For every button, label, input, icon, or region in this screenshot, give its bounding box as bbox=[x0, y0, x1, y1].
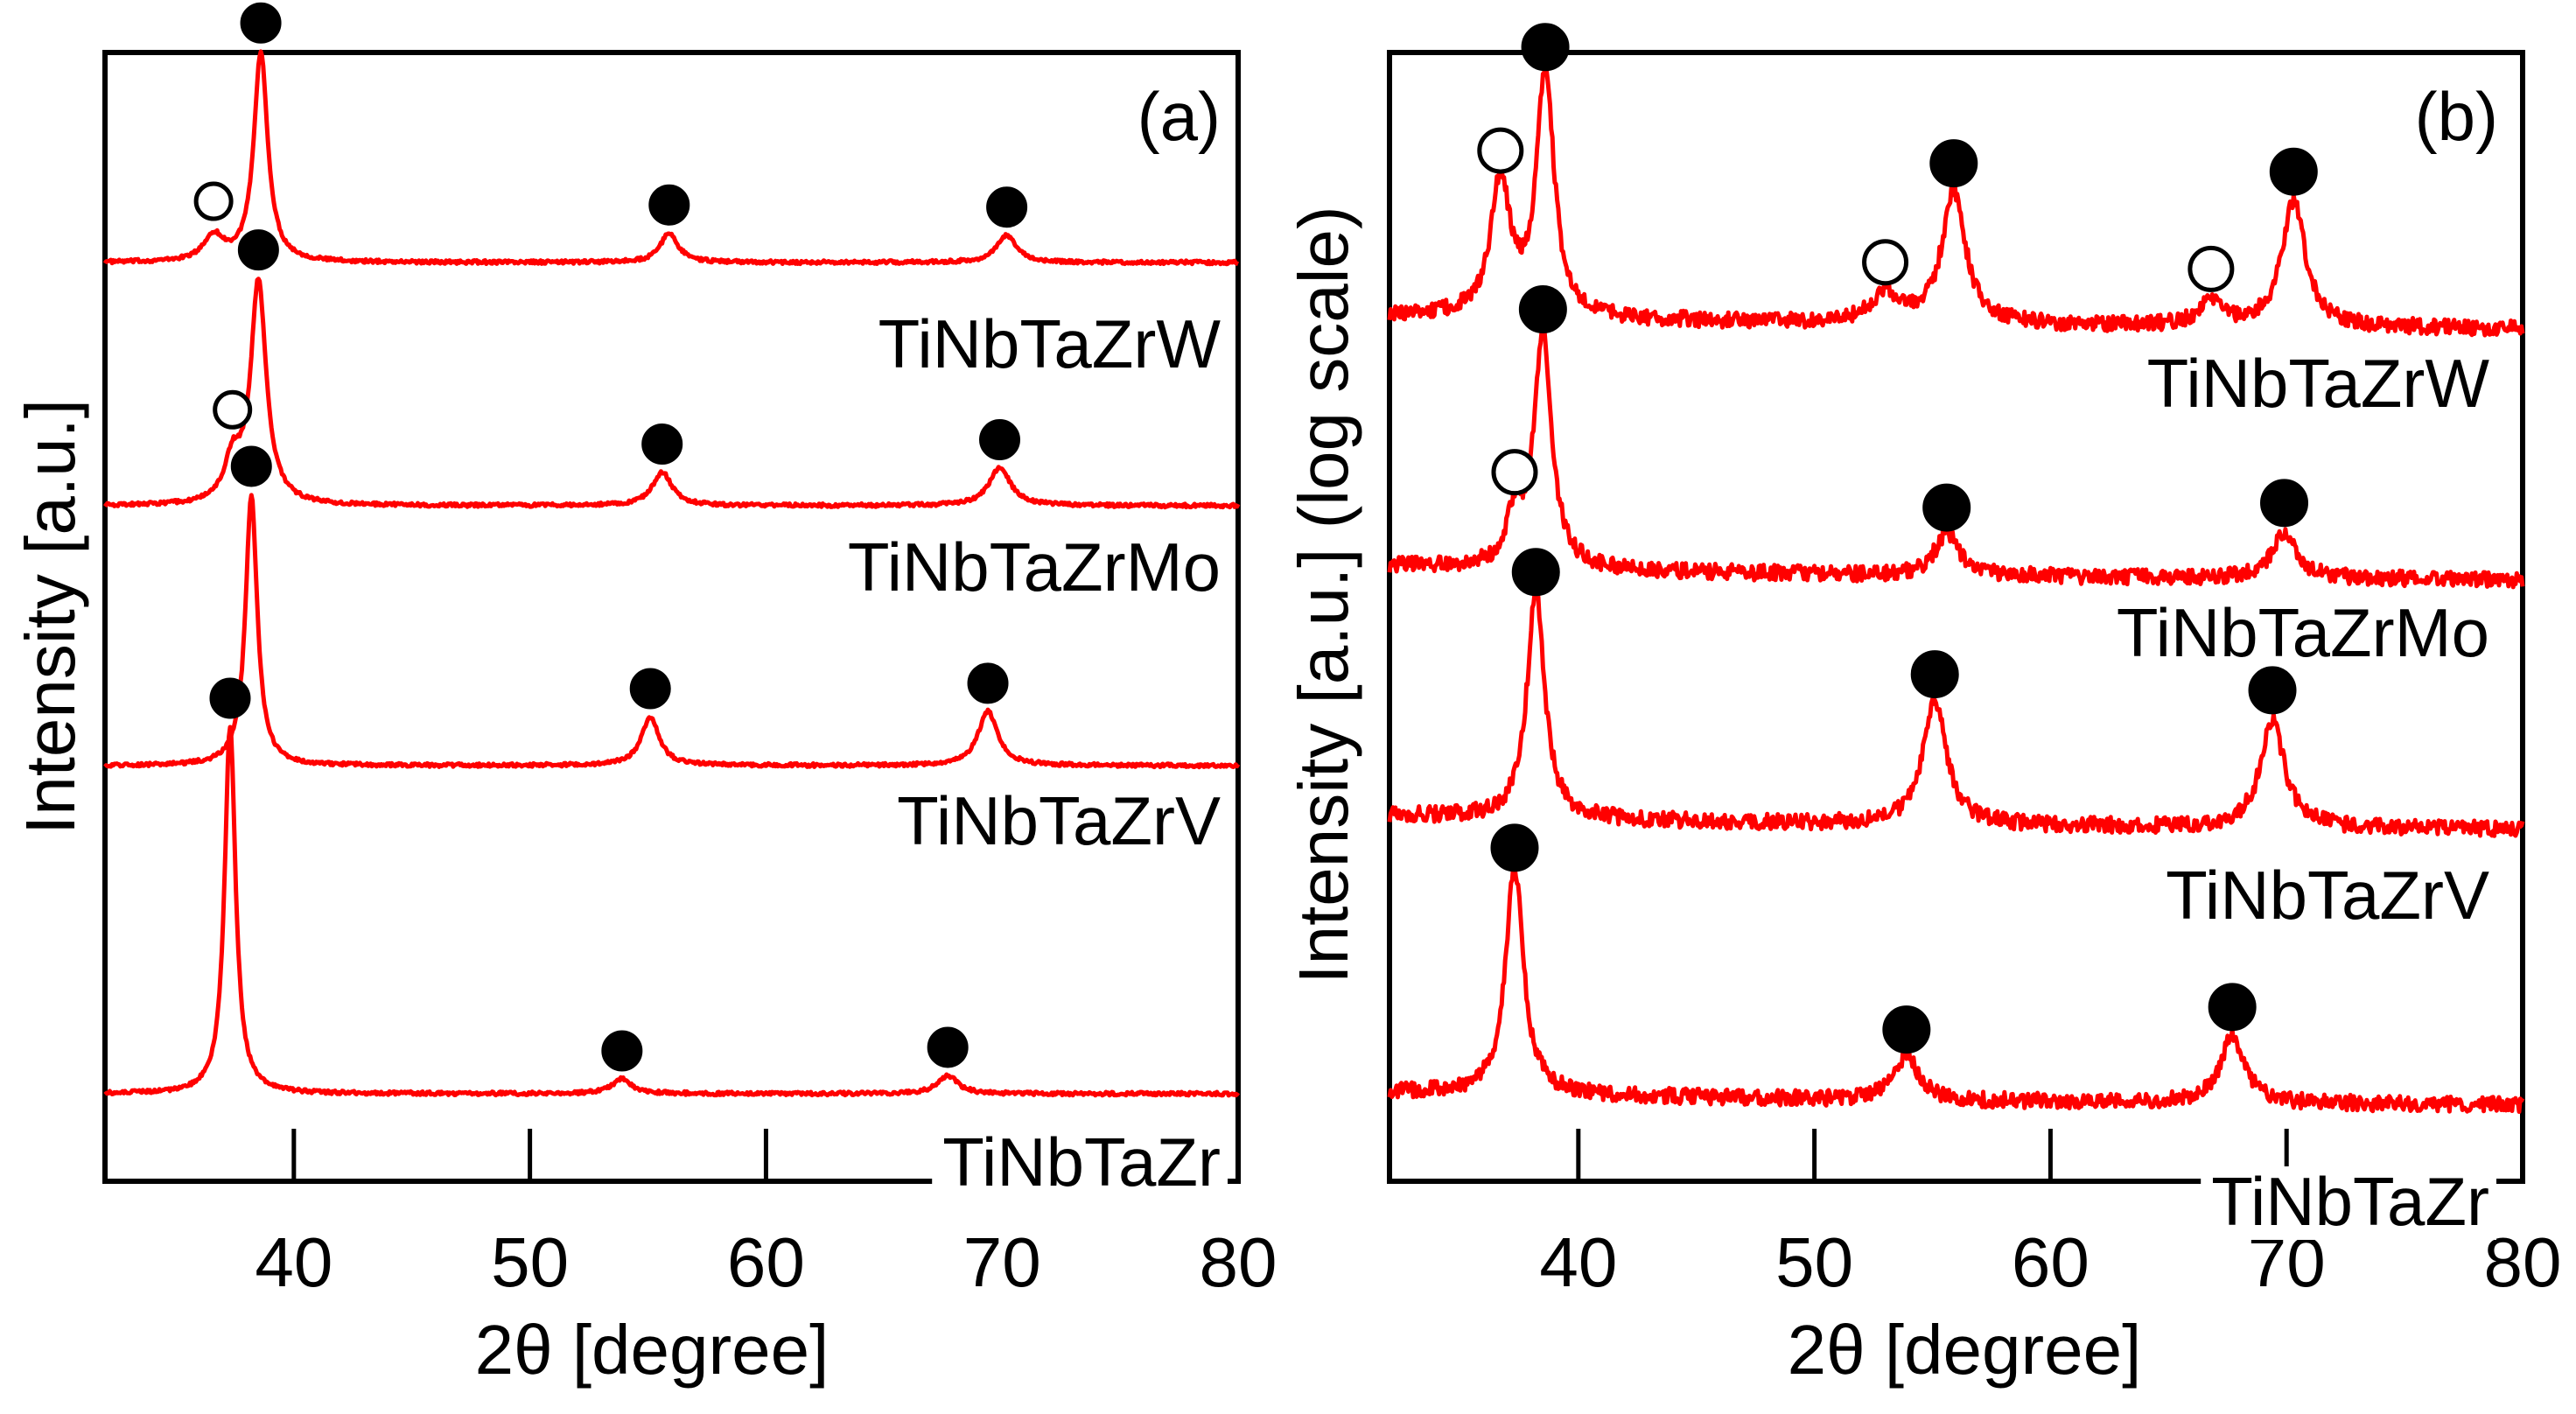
filled-peak-marker bbox=[1922, 483, 1971, 532]
trace-a-TiNbTaZrW bbox=[102, 49, 1240, 267]
sample-label-a-TiNbTaZrV: TiNbTaZrV bbox=[897, 782, 1221, 859]
panel-a: (a) 2θ [degree] Intensity [a.u.] 40 50 60 7… bbox=[11, 2, 1278, 1389]
sample-label-a-TiNbTaZr: TiNbTaZr bbox=[942, 1124, 1221, 1200]
filled-peak-marker bbox=[237, 229, 279, 271]
filled-peak-marker bbox=[1518, 285, 1567, 334]
panel-b-y-axis-title: Intensity [a.u.] (log scale) bbox=[1284, 206, 1362, 984]
panel-a-x-tick-label: 50 bbox=[491, 1223, 569, 1301]
sample-label-b-TiNbTaZr: TiNbTaZr bbox=[2211, 1163, 2489, 1240]
trace-b-TiNbTaZrV bbox=[1387, 582, 2525, 838]
panel-a-x-tick-label: 70 bbox=[963, 1223, 1041, 1301]
panel-a-x-tick-label: 60 bbox=[727, 1223, 805, 1301]
filled-peak-marker bbox=[209, 677, 251, 719]
filled-peak-marker bbox=[927, 1026, 969, 1068]
trace-b-TiNbTaZr bbox=[1387, 862, 2525, 1114]
filled-peak-marker bbox=[2269, 147, 2318, 196]
open-peak-marker bbox=[1477, 127, 1524, 174]
filled-peak-marker bbox=[986, 186, 1028, 228]
panel-b-x-tick-label: 40 bbox=[1539, 1223, 1617, 1301]
sample-label-a-TiNbTaZrMo: TiNbTaZrMo bbox=[848, 528, 1221, 606]
filled-peak-marker bbox=[648, 184, 690, 226]
panel-b-x-tick-label: 60 bbox=[2012, 1223, 2090, 1301]
filled-peak-marker bbox=[1521, 23, 1570, 72]
panel-b-x-axis-title: 2θ [degree] bbox=[1788, 1311, 2142, 1389]
trace-a-TiNbTaZr bbox=[103, 724, 1241, 1098]
filled-peak-marker bbox=[230, 445, 272, 487]
sample-label-b-TiNbTaZrW: TiNbTaZrW bbox=[2147, 345, 2490, 422]
trace-b-TiNbTaZrW bbox=[1387, 66, 2525, 338]
open-peak-marker bbox=[2188, 245, 2235, 292]
filled-peak-marker bbox=[1511, 548, 1560, 597]
panel-b: (b) 2θ [degree] Intensity [a.u.] (log sc… bbox=[1284, 23, 2561, 1389]
filled-peak-marker bbox=[1929, 139, 1978, 188]
sample-label-b-TiNbTaZrMo: TiNbTaZrMo bbox=[2117, 594, 2489, 671]
trace-a-TiNbTaZrMo bbox=[102, 276, 1241, 510]
panel-a-x-tick-label: 80 bbox=[1200, 1223, 1278, 1301]
filled-peak-marker bbox=[240, 2, 282, 44]
panel-a-sample-labels: TiNbTaZrW TiNbTaZrMo TiNbTaZrV TiNbTaZr bbox=[848, 305, 1228, 1200]
filled-peak-marker bbox=[1882, 1005, 1931, 1054]
sample-label-knockout bbox=[932, 1127, 1228, 1200]
panel-b-x-ticks: 40 50 60 70 80 bbox=[1539, 1129, 2561, 1301]
filled-peak-marker bbox=[979, 419, 1021, 461]
panel-b-frame bbox=[1387, 50, 2525, 1184]
filled-peak-marker bbox=[967, 662, 1009, 704]
panel-b-peak-markers bbox=[1477, 23, 2318, 1054]
panel-a-traces bbox=[102, 49, 1241, 1098]
filled-peak-marker bbox=[601, 1030, 643, 1072]
panel-b-traces bbox=[1387, 66, 2525, 1114]
trace-a-TiNbTaZrV bbox=[103, 493, 1241, 770]
open-peak-marker bbox=[193, 181, 234, 221]
filled-peak-marker bbox=[2208, 983, 2257, 1032]
open-peak-marker bbox=[1862, 239, 1909, 286]
filled-peak-marker bbox=[2248, 666, 2297, 715]
sample-label-a-TiNbTaZrW: TiNbTaZrW bbox=[878, 305, 1222, 382]
filled-peak-marker bbox=[1490, 823, 1539, 872]
panel-b-x-tick-label: 50 bbox=[1775, 1223, 1853, 1301]
panel-b-x-tick-label: 80 bbox=[2484, 1223, 2562, 1301]
filled-peak-marker bbox=[2260, 479, 2309, 528]
panel-a-x-axis-title: 2θ [degree] bbox=[475, 1311, 830, 1389]
panel-b-label: (b) bbox=[2415, 78, 2498, 155]
panel-a-x-tick-label: 40 bbox=[255, 1223, 332, 1301]
trace-b-TiNbTaZrMo bbox=[1387, 320, 2525, 590]
filled-peak-marker bbox=[629, 668, 671, 710]
filled-peak-marker bbox=[641, 424, 683, 466]
panel-a-label: (a) bbox=[1138, 78, 1221, 155]
sample-label-knockout bbox=[2201, 1166, 2496, 1240]
open-peak-marker bbox=[1491, 449, 1538, 496]
panel-a-peak-markers bbox=[193, 2, 1028, 1072]
panel-a-frame bbox=[102, 50, 1241, 1184]
panel-a-y-axis-title: Intensity [a.u.] bbox=[11, 399, 89, 835]
panel-b-sample-labels: TiNbTaZrW TiNbTaZrMo TiNbTaZrV TiNbTaZr bbox=[2117, 345, 2496, 1240]
open-peak-marker bbox=[213, 389, 253, 430]
sample-label-b-TiNbTaZrV: TiNbTaZrV bbox=[2166, 857, 2489, 934]
filled-peak-marker bbox=[1910, 650, 1959, 699]
